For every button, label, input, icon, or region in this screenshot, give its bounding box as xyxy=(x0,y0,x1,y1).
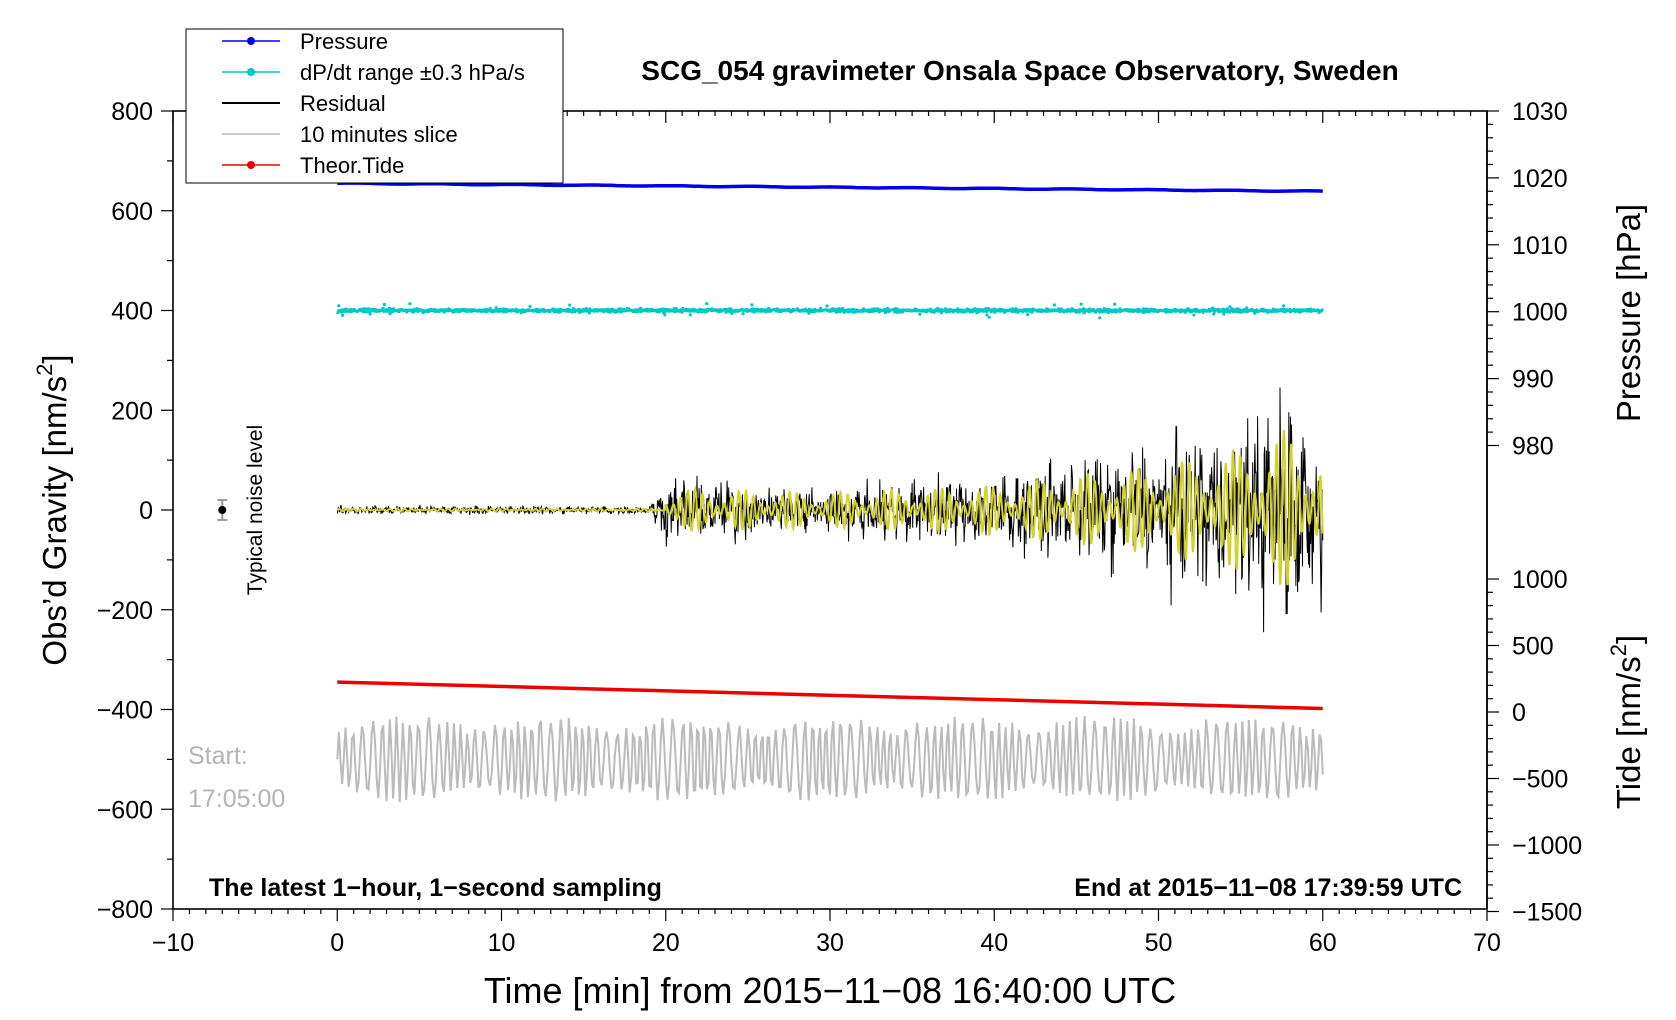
legend-marker xyxy=(247,37,255,45)
dpdt-point xyxy=(985,313,989,317)
tide-series xyxy=(337,680,1323,711)
legend-items: Pressure dP/dt range ±0.3 hPa/s Residual 10… xyxy=(222,29,525,178)
dpdt-point xyxy=(337,304,341,308)
y-tick-label: 200 xyxy=(111,397,153,425)
bottom-right-note: End at 2015−11−08 17:39:59 UTC xyxy=(1074,874,1462,902)
noise-label: Typical noise level xyxy=(244,425,267,595)
y-tick-label: 800 xyxy=(111,98,153,126)
x-tick-label: 50 xyxy=(1145,929,1173,957)
y-tick-label: −600 xyxy=(97,796,153,824)
chart-title: SCG_054 gravimeter Onsala Space Observat… xyxy=(641,55,1398,86)
legend-label: 10 minutes slice xyxy=(300,122,458,147)
y-axis-label-tide-tail: ] xyxy=(1610,635,1647,644)
y-tick-label: 0 xyxy=(139,497,153,525)
x-tick-label: 0 xyxy=(330,929,344,957)
legend-box xyxy=(185,28,564,184)
start-time: 17:05:00 xyxy=(188,785,285,813)
legend: Pressure dP/dt range ±0.3 hPa/s Residual 10… xyxy=(185,28,564,184)
dpdt-point xyxy=(494,306,498,310)
pressure-tick-label: 1020 xyxy=(1512,165,1568,193)
x-tick-label: 30 xyxy=(816,929,844,957)
dpdt-series xyxy=(336,302,1324,320)
dpdt-point xyxy=(368,312,372,316)
dpdt-point xyxy=(1098,316,1102,320)
tide-tick-label: −1000 xyxy=(1512,832,1582,860)
legend-label: dP/dt range ±0.3 hPa/s xyxy=(300,60,525,85)
pressure-tick-label: 1030 xyxy=(1512,98,1568,126)
dpdt-point xyxy=(1079,302,1083,306)
y-axis-label-pressure: Pressure [hPa] xyxy=(1610,204,1647,422)
dpdt-point xyxy=(750,303,754,307)
dpdt-point xyxy=(825,304,829,308)
pressure-tick-label: 1000 xyxy=(1512,299,1568,327)
y-axis-label-left-main: Obs’d Gravity [nm/s xyxy=(36,376,73,666)
dpdt-point xyxy=(939,311,944,315)
legend-label: Pressure xyxy=(300,29,388,54)
legend-marker xyxy=(247,161,255,169)
data-layer xyxy=(217,181,1324,803)
dpdt-point xyxy=(408,302,412,306)
tide-tick-label: −500 xyxy=(1512,766,1568,794)
x-tick-label: 70 xyxy=(1473,929,1501,957)
smoothed-residual-series xyxy=(336,430,1324,586)
y-tick-label: −200 xyxy=(97,597,153,625)
y-axis-label-left: Obs’d Gravity [nm/s2] xyxy=(32,354,73,665)
dpdt-point xyxy=(1113,302,1117,306)
dpdt-point xyxy=(382,302,386,307)
pressure-tick-label: 1010 xyxy=(1512,232,1568,260)
dpdt-point xyxy=(1228,305,1232,309)
y-axis-label-tide: Tide [nm/s2] xyxy=(1606,635,1647,809)
dpdt-point xyxy=(1026,313,1030,317)
legend-label: Residual xyxy=(300,91,386,116)
dpdt-point xyxy=(1192,313,1196,317)
pressure-tick-label: 990 xyxy=(1512,366,1554,394)
pressure-series xyxy=(337,181,1323,193)
y-tick-label: −400 xyxy=(97,697,153,725)
dpdt-point xyxy=(663,313,667,317)
dpdt-point xyxy=(341,313,345,317)
dpdt-line xyxy=(337,307,1324,314)
start-label: Start: xyxy=(188,742,248,770)
x-axis-label: Time [min] from 2015−11−08 16:40:00 UTC xyxy=(484,970,1176,1011)
slice-series xyxy=(336,715,1324,803)
y-axis-label-tide-main: Tide [nm/s xyxy=(1610,656,1647,809)
y-axis-label-tide-sup: 2 xyxy=(1606,644,1631,656)
pressure-tick-label: 980 xyxy=(1512,433,1554,461)
dpdt-point xyxy=(568,303,572,307)
dpdt-point xyxy=(741,312,745,316)
legend-label: Theor.Tide xyxy=(300,153,404,178)
tide-tick-label: 1000 xyxy=(1512,566,1568,594)
x-tick-label: 40 xyxy=(980,929,1008,957)
y-tick-label: 600 xyxy=(111,198,153,226)
dpdt-point xyxy=(688,313,692,317)
dpdt-point xyxy=(528,304,532,308)
x-tick-label: 20 xyxy=(652,929,680,957)
y-tick-label: −800 xyxy=(97,896,153,924)
dpdt-point xyxy=(705,302,709,306)
dpdt-point xyxy=(1212,312,1216,316)
x-tick-label: 10 xyxy=(488,929,516,957)
tide-tick-label: 0 xyxy=(1512,699,1526,727)
x-tick-label: 60 xyxy=(1309,929,1337,957)
dpdt-point xyxy=(1281,304,1286,308)
legend-marker xyxy=(247,68,255,76)
dpdt-point xyxy=(918,312,922,316)
dpdt-point xyxy=(1052,303,1056,307)
noise-marker xyxy=(218,506,227,514)
x-tick-label: −10 xyxy=(152,929,194,957)
ticks-layer: −10 0 10 20 30 40 50 60 708006004002000−200−400−… xyxy=(97,98,1583,957)
dpdt-point xyxy=(1222,312,1226,316)
tide-tick-label: 500 xyxy=(1512,633,1554,661)
y-axis-label-left-sup: 2 xyxy=(32,364,57,376)
tide-tick-label: −1500 xyxy=(1512,899,1582,927)
y-tick-label: 400 xyxy=(111,298,153,326)
bottom-left-note: The latest 1−hour, 1−second sampling xyxy=(209,874,662,902)
dpdt-point xyxy=(388,312,392,316)
y-axis-label-left-tail: ] xyxy=(36,354,73,363)
dpdt-point xyxy=(987,315,991,319)
